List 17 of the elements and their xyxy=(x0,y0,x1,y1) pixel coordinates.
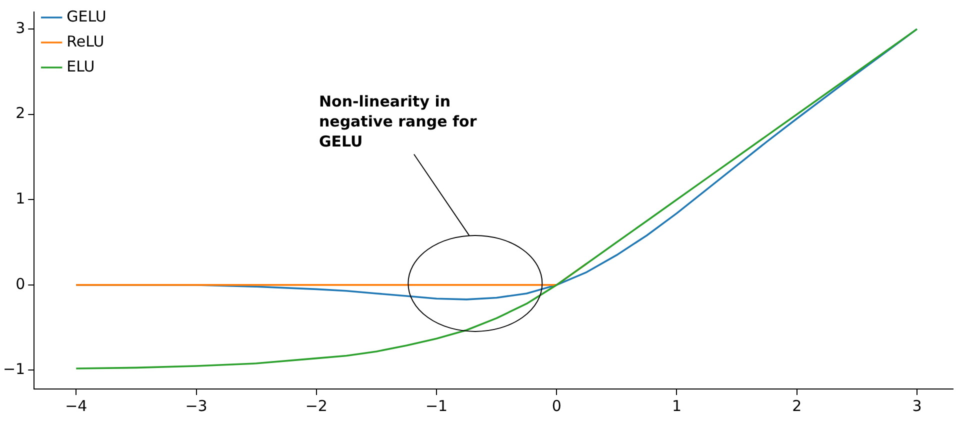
y-tick-label: 1 xyxy=(16,190,26,208)
legend-label: ReLU xyxy=(66,32,104,50)
x-tick-label: −2 xyxy=(305,396,328,415)
x-tick-label: 0 xyxy=(552,396,562,415)
y-tick-label: 2 xyxy=(16,104,26,122)
y-tick-label: −1 xyxy=(2,360,26,378)
annotation: Non-linearity in negative range for GELU xyxy=(318,92,478,150)
x-tick-label: −3 xyxy=(185,396,208,415)
y-tick-label: 3 xyxy=(16,18,26,37)
legend-label: GELU xyxy=(66,7,106,26)
x-tick-label: 3 xyxy=(912,396,922,415)
x-tick-label: 1 xyxy=(672,396,682,415)
legend-label: ELU xyxy=(66,57,95,76)
x-tick-label: 2 xyxy=(792,396,802,415)
x-tick-label: −1 xyxy=(425,396,448,415)
x-tick-label: −4 xyxy=(65,396,88,415)
y-tick-label: 0 xyxy=(16,274,26,293)
